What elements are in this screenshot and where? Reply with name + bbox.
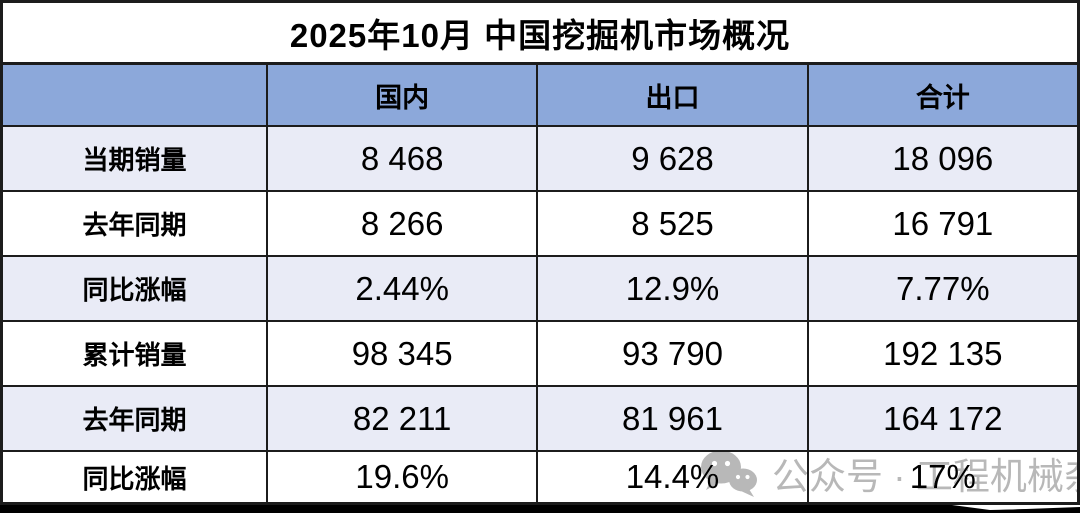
header-cell-domestic: 国内: [266, 65, 536, 125]
cell-domestic: 98 345: [266, 322, 536, 385]
table-header-row: 国内 出口 合计: [3, 65, 1077, 125]
bottom-black-bar: [0, 505, 1080, 513]
cell-export: 8 525: [536, 192, 806, 255]
cell-total: 7.77%: [806, 257, 1077, 320]
row-label: 同比涨幅: [82, 275, 187, 305]
cell-total: 18 096: [806, 127, 1077, 190]
cell-domestic: 8 468: [266, 127, 536, 190]
header-cell-empty: [3, 65, 266, 125]
cell-domestic: 82 211: [266, 387, 536, 450]
cell-domestic: 8 266: [266, 192, 536, 255]
cell-export: 93 790: [536, 322, 806, 385]
table-row-current-sales: 当期销量 8 468 9 628 18 096: [3, 125, 1077, 190]
row-label: 累计销量: [82, 340, 187, 370]
cell-export: 81 961: [536, 387, 806, 450]
cell-domestic: 2.44%: [266, 257, 536, 320]
page-title: 2025年10月 中国挖掘机市场概况: [3, 3, 1077, 65]
cell-total: 16 791: [806, 192, 1077, 255]
table-row-last-year-period: 去年同期 8 266 8 525 16 791: [3, 190, 1077, 255]
table-row-yoy-change: 同比涨幅 2.44% 12.9% 7.77%: [3, 255, 1077, 320]
header-cell-export: 出口: [536, 65, 806, 125]
cell-export: 12.9%: [536, 257, 806, 320]
cell-domestic: 19.6%: [266, 452, 536, 502]
cell-export: 9 628: [536, 127, 806, 190]
cell-export: 14.4%: [536, 452, 806, 502]
row-label: 去年同期: [82, 405, 187, 435]
row-label: 同比涨幅: [82, 463, 187, 494]
table-row-cumulative-sales: 累计销量 98 345 93 790 192 135: [3, 320, 1077, 385]
table-row-cumulative-yoy-change: 同比涨幅 19.6% 14.4% 17%: [3, 450, 1077, 502]
row-label: 当期销量: [82, 145, 187, 175]
header-cell-total: 合计: [806, 65, 1077, 125]
row-label: 去年同期: [82, 210, 187, 240]
cell-total: 192 135: [806, 322, 1077, 385]
cell-total: 164 172: [806, 387, 1077, 450]
cell-total: 17%: [806, 452, 1077, 502]
table-row-last-year-cumulative: 去年同期 82 211 81 961 164 172: [3, 385, 1077, 450]
